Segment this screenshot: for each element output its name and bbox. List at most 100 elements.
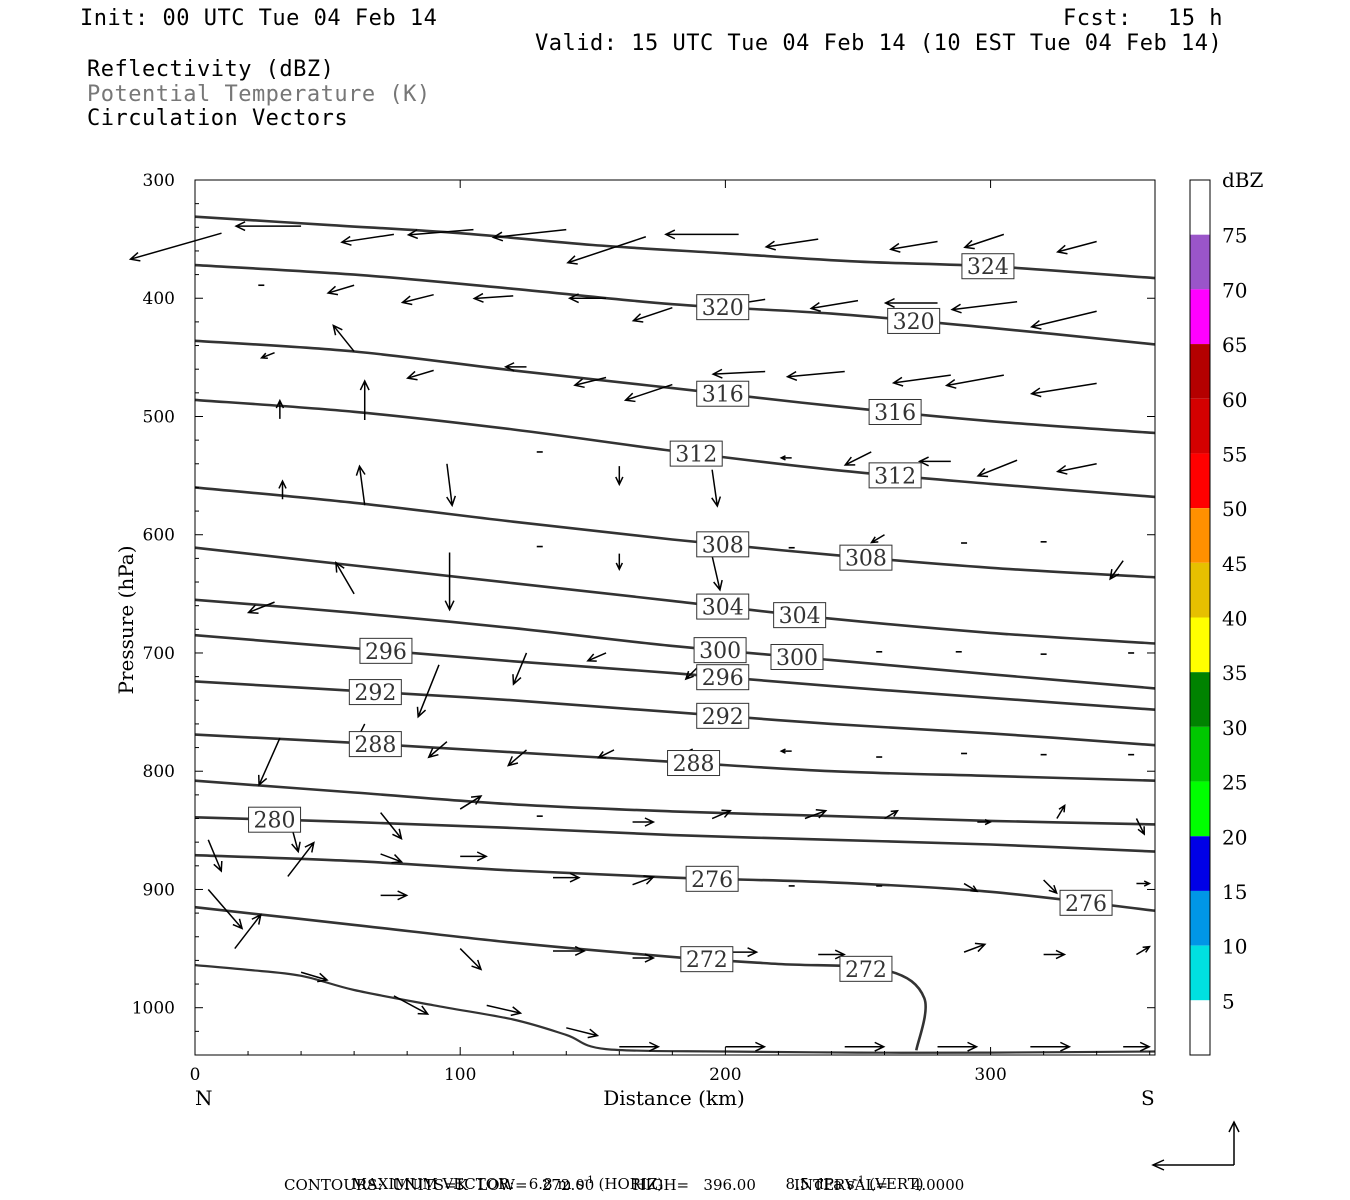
circulation-vector [512,652,528,686]
circulation-vector [623,383,673,403]
x-tick-label: 0 [190,1065,201,1085]
contour-label-box [359,637,413,664]
contour-label-box [868,462,922,489]
contour-label: 288 [673,752,715,777]
circulation-vector [596,749,615,759]
circulation-vector [566,236,647,265]
x-end-label: S [1141,1086,1155,1110]
contour-280 [194,816,1156,853]
colorbar-level-label: 5 [1222,989,1235,1013]
circulation-vector [486,1004,523,1017]
circulation-vector [380,890,409,901]
circulation-vector [711,368,766,379]
horiz-max-unit: (HORIZ) [598,1175,664,1193]
contour-label-box [348,731,402,758]
circulation-vector [275,398,285,419]
circulation-vector [128,232,222,262]
contour-label-box [669,440,723,467]
circulation-vector [416,664,440,719]
colorbar-level-label: 65 [1222,333,1247,357]
vert-max-note: 8.5 dPa s-1 (VERT) [776,1157,924,1193]
colorbar-swatch [1190,945,1210,1001]
colorbar-swatch [1190,890,1210,946]
circulation-vector [460,851,488,862]
colorbar-swatch [1190,398,1210,454]
contour-label: 308 [845,547,887,572]
colorbar-swatch [1190,617,1210,673]
circulation-vector [883,297,938,308]
colorbar-level-label: 10 [1222,935,1247,959]
contour-label-box [248,806,302,833]
contour-label: 296 [365,640,407,665]
contour-label: 316 [874,401,916,426]
contour-label: 272 [686,948,728,973]
circulation-vector [406,369,434,381]
circulation-vector [779,748,792,754]
contour-label-box [696,664,750,691]
contour-label: 320 [893,310,935,335]
contour-layer [194,215,1156,1054]
circulation-vector [503,362,527,372]
contour-label-box [961,253,1015,280]
init-time: Init: 00 UTC Tue 04 Feb 14 [80,6,438,31]
contour-label-box [696,593,750,620]
circulation-vector [711,809,732,820]
colorbar-swatch [1190,508,1210,563]
circulation-vector [779,455,792,461]
colorbar-level-label: 20 [1222,825,1247,849]
y-tick-label: 700 [143,644,175,664]
circulation-vector [950,301,1018,314]
contour-label-box [667,750,721,777]
horiz-exponent: -1 [584,1175,594,1186]
contour-292 [194,680,1156,747]
valid-time: Valid: 15 UTC Tue 04 Feb 14 (10 EST Tue … [535,31,1223,56]
contour-label-box [868,398,922,425]
circulation-vector [287,841,315,877]
y-tick-label: 500 [143,407,175,427]
circulation-vector [567,293,607,304]
circulation-vector [1055,240,1097,255]
circulation-vector [615,553,624,571]
y-tick-label: 300 [143,171,175,191]
field-reflectivity: Reflectivity (dBZ) [87,57,335,82]
colorbar-level-label: 30 [1222,716,1247,740]
contour-label: 308 [702,533,744,558]
x-tick-label: 100 [444,1065,476,1085]
contour-284 [194,779,1156,826]
circulation-vector [234,913,262,950]
contour-label: 324 [967,255,1009,280]
circulation-vector [844,1041,886,1052]
contour-label-box [839,955,893,982]
circulation-vector [1109,560,1124,581]
horiz-max-value: 6.8 m s [528,1175,585,1193]
circulation-vector [400,293,434,306]
contour-label: 292 [354,681,396,706]
y-tick-label: 800 [143,762,175,782]
circulation-vector [631,306,673,323]
field-circulation-vectors: Circulation Vectors [87,106,349,131]
contour-info: CONTOURS: UNITS=K LOW= 272.00 HIGH= 396.… [284,1176,965,1194]
circulation-vector [259,351,275,360]
circulation-vector [963,882,979,893]
colorbar-level-label: 35 [1222,661,1247,685]
colorbar-level-label: 45 [1222,552,1247,576]
circulation-vector [1043,949,1067,960]
contour-label: 288 [354,733,396,758]
circulation-vector [393,995,430,1015]
circulation-vector [472,292,514,303]
colorbar-swatch [1190,234,1210,290]
circulation-vector [1029,310,1097,330]
circulation-vector [976,459,1018,478]
contour-label-box [696,380,750,407]
contour-label: 320 [702,296,744,321]
circulation-vector [207,888,244,930]
colorbar-swatch [1190,726,1210,782]
contour-304 [194,546,1156,645]
x-start-label: N [195,1086,213,1110]
vert-max-unit: (VERT) [869,1175,924,1193]
contour-label-box [773,602,827,629]
circulation-vector [870,534,885,544]
circulation-vector [917,456,951,467]
